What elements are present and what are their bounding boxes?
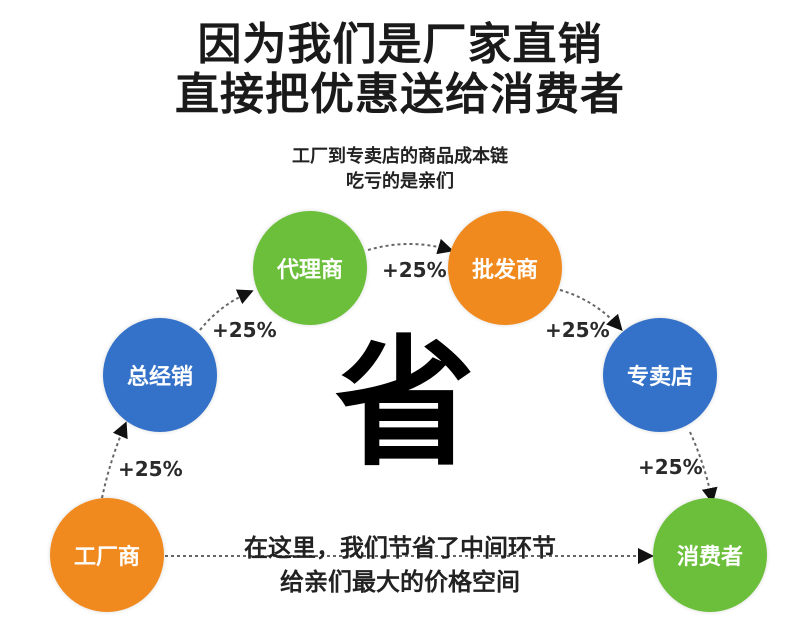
title-line-1: 因为我们是厂家直销: [197, 19, 603, 70]
node-consumer: 消费者: [653, 498, 767, 612]
subtitle-line-1: 工厂到专卖店的商品成本链: [292, 146, 508, 167]
title-line-2: 直接把优惠送给消费者: [175, 69, 625, 120]
arrow-factory-to-distributor: [101, 421, 128, 499]
bottom-text-line-2: 给亲们最大的价格空间: [280, 568, 520, 596]
arrow-agent-to-wholesaler: [367, 238, 454, 255]
arrow-wholesaler-to-store: [559, 289, 623, 331]
arrow-store-to-consumer: [689, 431, 718, 504]
node-label: 工厂商: [73, 545, 140, 570]
markup-label: +25%: [118, 457, 183, 481]
node-label: 消费者: [676, 545, 743, 570]
node-label: 批发商: [471, 258, 538, 283]
save-character: 省: [334, 323, 475, 486]
arrow-distributor-to-agent: [199, 289, 254, 331]
node-factory: 工厂商: [50, 498, 164, 612]
markup-label: +25%: [638, 455, 703, 479]
markup-label: +25%: [382, 258, 447, 282]
bottom-text-line-1: 在这里，我们节省了中间环节: [244, 534, 556, 562]
markup-label: +25%: [545, 318, 610, 342]
node-wholesaler: 批发商: [448, 211, 562, 325]
node-store: 专卖店: [603, 318, 717, 432]
node-label: 代理商: [276, 258, 343, 283]
subtitle-line-2: 吃亏的是亲们: [346, 171, 454, 192]
node-agent: 代理商: [253, 211, 367, 325]
node-label: 专卖店: [626, 365, 693, 390]
node-general-distributor: 总经销: [103, 318, 217, 432]
node-label: 总经销: [126, 365, 193, 390]
markup-label: +25%: [212, 318, 277, 342]
